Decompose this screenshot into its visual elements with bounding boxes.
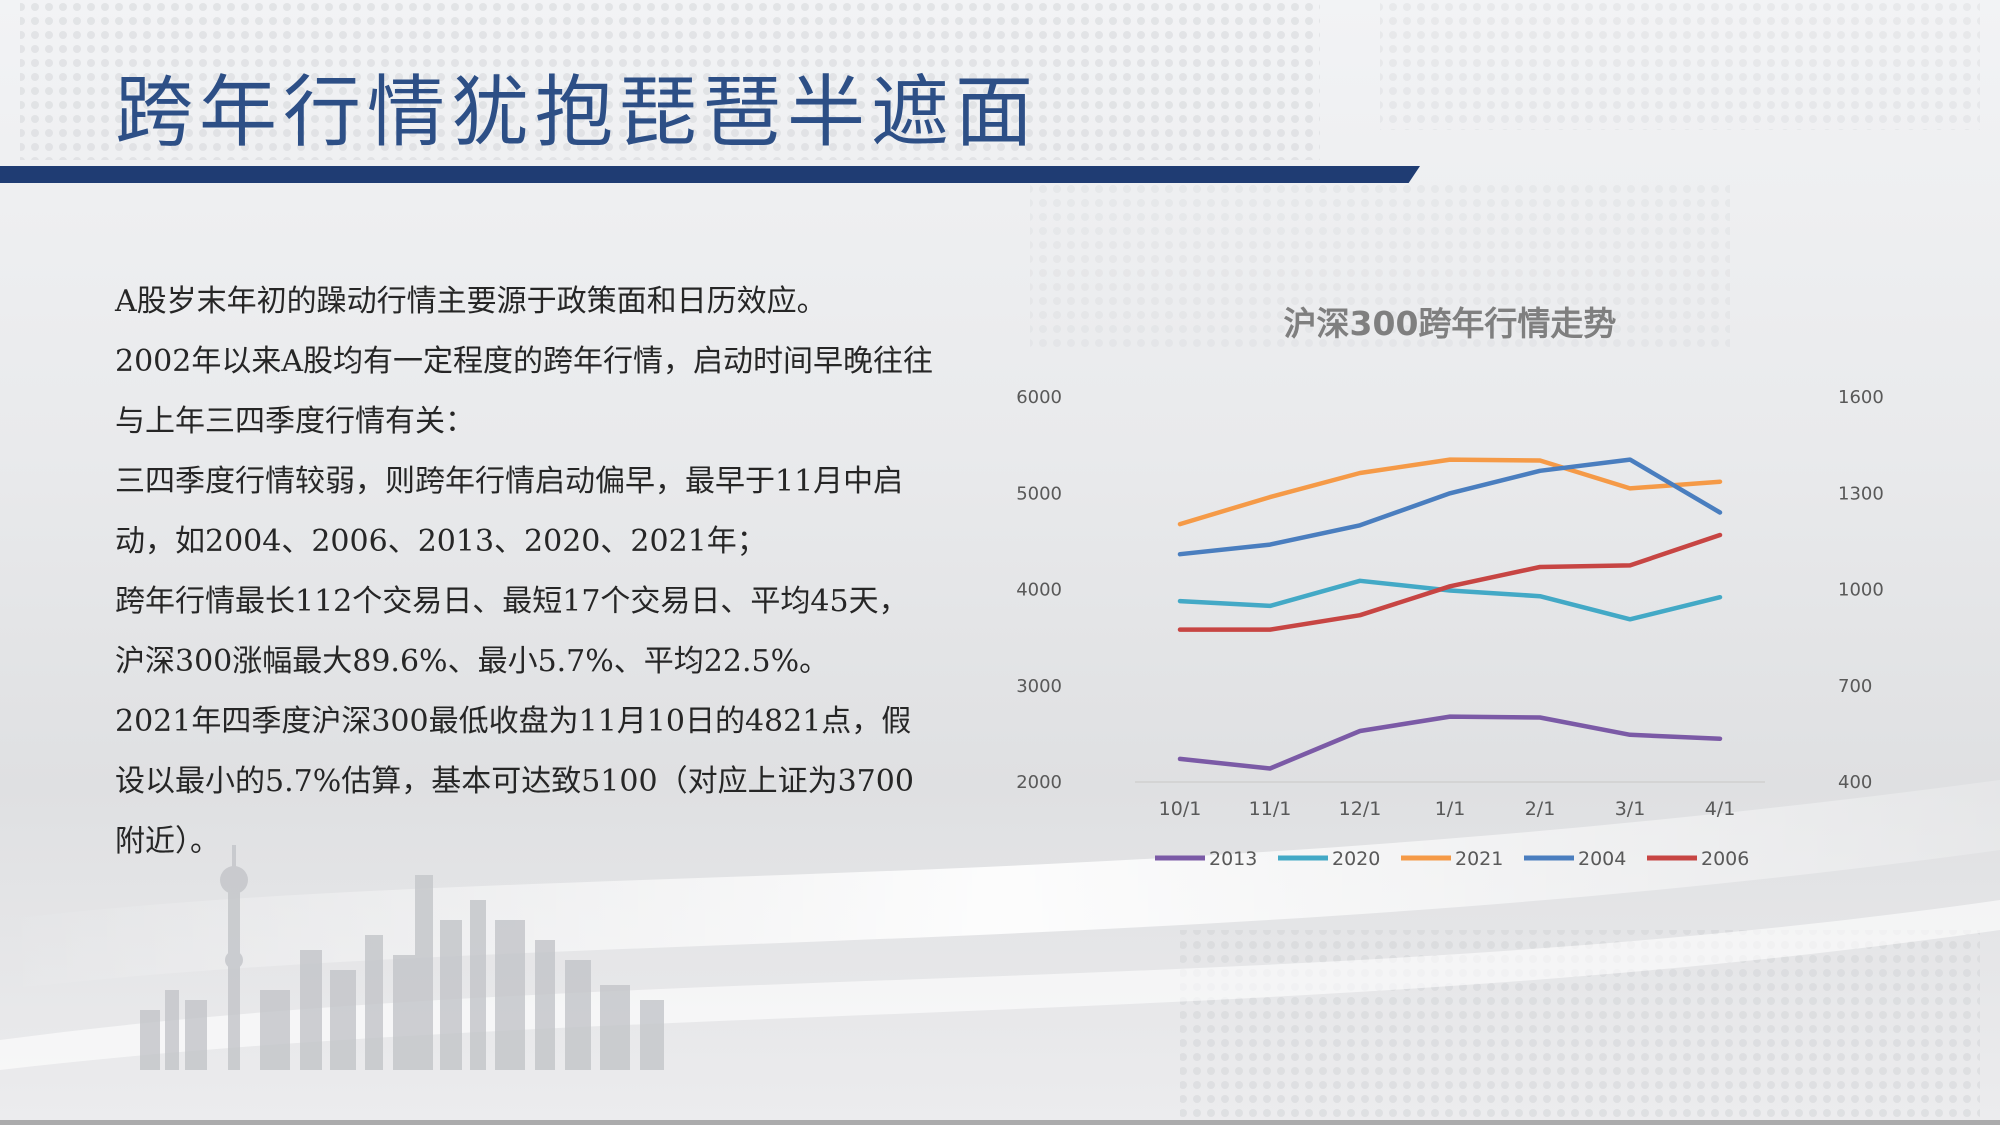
- y-axis-tick-label: 2000: [1016, 772, 1062, 793]
- y2-axis-tick-label: 1300: [1838, 483, 1884, 504]
- y-axis-tick-label: 3000: [1016, 676, 1062, 697]
- series-line-2013: [1177, 714, 1723, 771]
- series-line-2020: [1177, 578, 1723, 622]
- legend-label: 2006: [1701, 848, 1749, 870]
- y-axis-tick-label: 5000: [1016, 483, 1062, 504]
- y-axis-tick-label: 4000: [1016, 580, 1062, 601]
- x-axis-tick-label: 12/1: [1339, 798, 1382, 820]
- slide-title: 跨年行情犹抱琵琶半遮面: [115, 68, 1040, 158]
- city-skyline: [140, 845, 664, 1070]
- series-line-2021: [1177, 457, 1723, 527]
- y-axis-tick-label: 6000: [1016, 387, 1062, 408]
- legend-label: 2013: [1209, 848, 1257, 870]
- body-text: A股岁末年初的躁动行情主要源于政策面和日历效应。 2002年以来A股均有一定程度…: [115, 272, 935, 872]
- x-axis-tick-label: 1/1: [1435, 798, 1466, 820]
- x-axis-tick-label: 11/1: [1249, 798, 1292, 820]
- y2-axis-tick-label: 700: [1838, 676, 1872, 697]
- y2-axis-tick-label: 1600: [1838, 387, 1884, 408]
- legend-label: 2021: [1455, 848, 1503, 870]
- series-line-2006: [1177, 532, 1723, 632]
- x-axis-tick-label: 3/1: [1615, 798, 1646, 820]
- y2-axis-tick-label: 400: [1838, 772, 1872, 793]
- title-underline-bar: [0, 166, 1420, 183]
- x-axis-tick-label: 10/1: [1159, 798, 1202, 820]
- legend-label: 2020: [1332, 848, 1380, 870]
- y2-axis-tick-label: 1000: [1838, 580, 1884, 601]
- chart-title: 沪深300跨年行情走势: [1284, 304, 1617, 343]
- x-axis-tick-label: 2/1: [1525, 798, 1556, 820]
- paragraph: 2021年四季度沪深300最低收盘为11月10日的4821点，假设以最小的5.7…: [115, 704, 914, 859]
- paragraph: 2002年以来A股均有一定程度的跨年行情，启动时间早晚往往与上年三四季度行情有关…: [115, 344, 934, 439]
- line-chart: 沪深300跨年行情走势 2000 3000 4000 5000 6000 400 700 10…: [1016, 304, 1884, 870]
- x-axis-tick-label: 4/1: [1705, 798, 1736, 820]
- paragraph: 跨年行情最长112个交易日、最短17个交易日、平均45天，沪深300涨幅最大89…: [115, 584, 909, 679]
- paragraph: A股岁末年初的躁动行情主要源于政策面和日历效应。: [115, 284, 827, 319]
- series-line-2004: [1177, 457, 1723, 557]
- paragraph: 三四季度行情较弱，则跨年行情启动偏早，最早于11月中启动，如2004、2006、…: [115, 464, 904, 559]
- legend-label: 2004: [1578, 848, 1626, 870]
